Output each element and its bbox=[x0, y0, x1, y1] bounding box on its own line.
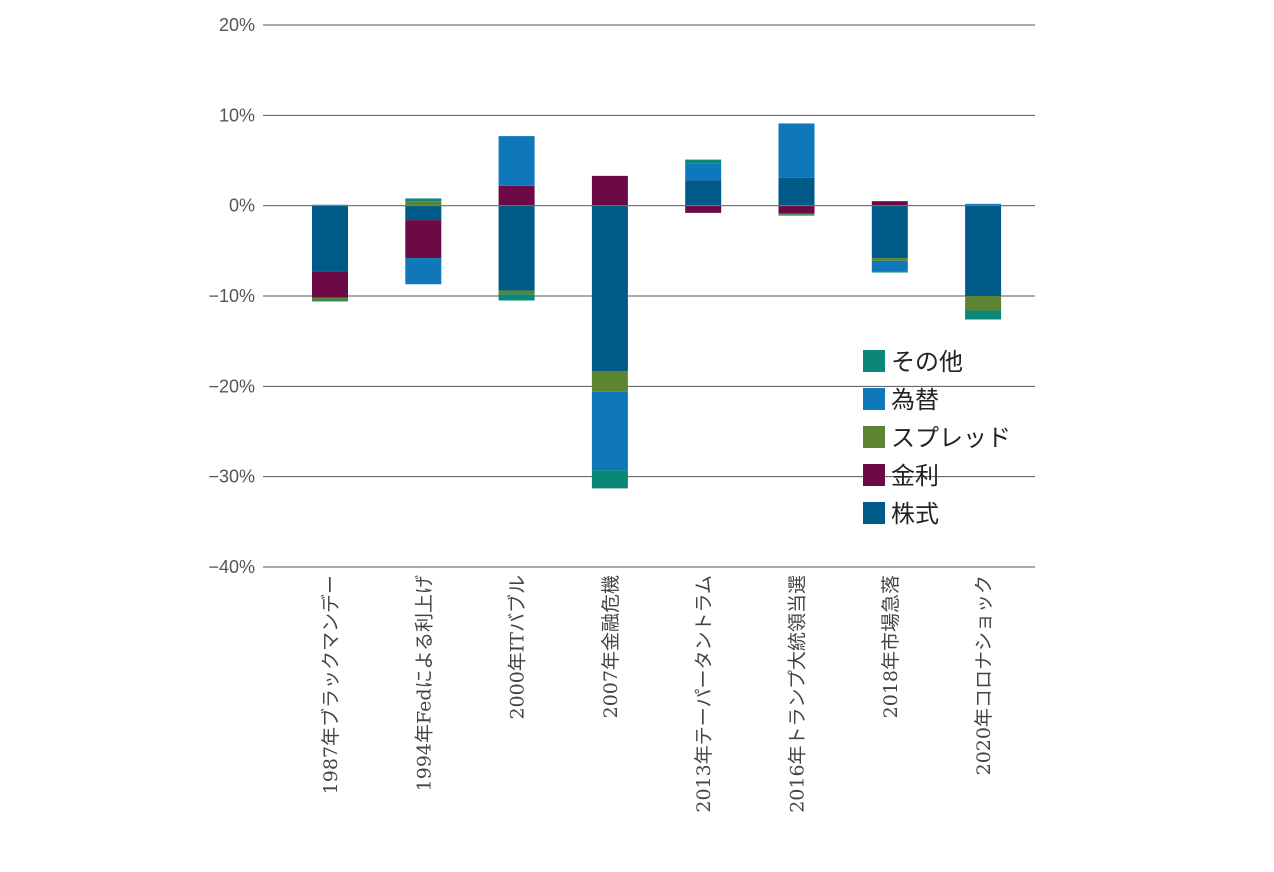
x-tick-label: 2018年市場急落 bbox=[880, 575, 902, 718]
bar-segment bbox=[312, 271, 348, 298]
y-tick-label: −10% bbox=[208, 286, 255, 306]
bar-segment bbox=[871, 271, 908, 273]
bars bbox=[312, 123, 1002, 489]
bar-segment bbox=[498, 185, 535, 206]
bar-segment bbox=[685, 163, 722, 181]
bar-segment bbox=[498, 205, 535, 291]
bar-segment bbox=[312, 300, 348, 302]
bar-segment bbox=[312, 297, 348, 301]
bar-segment bbox=[778, 214, 815, 216]
legend-label: スプレッド bbox=[891, 424, 1011, 452]
bar-segment bbox=[591, 370, 628, 392]
bar-segment bbox=[591, 391, 628, 471]
bar-segment bbox=[591, 175, 628, 206]
x-tick-label: 2007年金融危機 bbox=[600, 575, 622, 718]
y-tick-label: −30% bbox=[208, 467, 255, 487]
x-tick-label: 2016年トランプ大統領当選 bbox=[787, 575, 809, 813]
bar-segment bbox=[871, 201, 908, 206]
y-axis-tick-labels: 20% 10% 0% −10% −20% −30% −40% bbox=[208, 15, 255, 577]
legend-swatch bbox=[863, 388, 885, 410]
bar-segment bbox=[405, 205, 442, 221]
x-tick-label: 2000年ITバブル bbox=[506, 575, 529, 720]
bar-segment bbox=[312, 205, 348, 272]
bar-segment bbox=[871, 205, 908, 259]
legend-swatch bbox=[863, 464, 885, 486]
bar-segment bbox=[965, 296, 1002, 311]
y-tick-label: 0% bbox=[229, 196, 255, 216]
bar-segment bbox=[685, 180, 722, 206]
x-tick-label: 2020年コロナショック bbox=[973, 575, 995, 775]
bar-segment bbox=[871, 258, 908, 261]
x-tick-label: 2013年テーパータントラム bbox=[693, 575, 715, 813]
legend-label: 為替 bbox=[891, 386, 939, 414]
bar-segment bbox=[405, 198, 442, 202]
bar-segment bbox=[591, 205, 628, 371]
x-axis-category-labels: 1987年ブラックマンデー 1994年Fedによる利上げ 2000年ITバブル 200… bbox=[319, 575, 995, 813]
y-tick-label: 20% bbox=[219, 15, 255, 35]
x-tick-label: 1987年ブラックマンデー bbox=[319, 575, 342, 794]
bar-segment bbox=[778, 177, 815, 206]
bar-segment bbox=[778, 205, 815, 214]
bar-segment bbox=[591, 470, 628, 489]
bar-segment bbox=[965, 203, 1002, 206]
bar-segment bbox=[498, 136, 535, 186]
y-tick-label: −20% bbox=[208, 376, 255, 396]
bar-segment bbox=[965, 310, 1002, 320]
bar-segment bbox=[405, 220, 442, 259]
bar-segment bbox=[871, 260, 908, 272]
bar-segment bbox=[498, 290, 535, 295]
bar-segment bbox=[965, 205, 1002, 296]
bar-segment bbox=[405, 258, 442, 285]
y-tick-label: 10% bbox=[219, 105, 255, 125]
legend-label: 株式 bbox=[891, 500, 939, 528]
bar-segment bbox=[498, 294, 535, 301]
legend-swatch bbox=[863, 350, 885, 372]
bar-segment bbox=[685, 205, 722, 213]
bar-segment bbox=[405, 201, 442, 206]
legend-swatch bbox=[863, 426, 885, 448]
bar-segment bbox=[778, 123, 815, 178]
bar-segment bbox=[685, 159, 722, 164]
legend-label: 金利 bbox=[891, 462, 939, 490]
legend-label: その他 bbox=[891, 348, 963, 376]
x-tick-label: 1994年Fedによる利上げ bbox=[413, 575, 435, 791]
y-tick-label: −40% bbox=[208, 557, 255, 577]
legend-swatch bbox=[863, 502, 885, 524]
bar-segment bbox=[778, 213, 815, 215]
